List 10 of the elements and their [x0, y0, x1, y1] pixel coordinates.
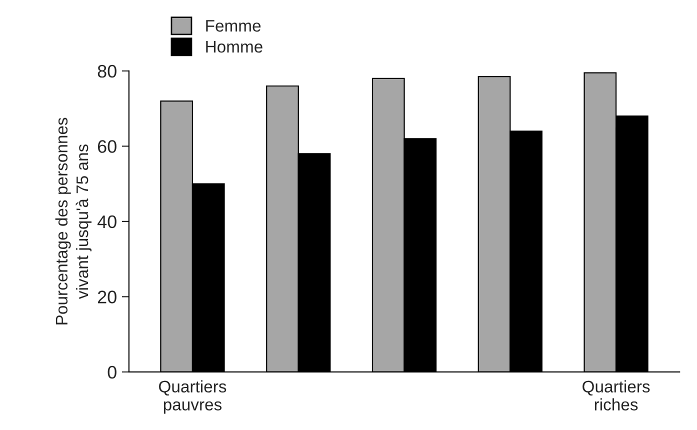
- x-tick-label: Quartiers pauvres: [159, 380, 226, 414]
- y-axis-title: Pourcentage des personnes vivant jusqu'à 75 ans: [55, 118, 92, 324]
- y-tick-label: 0: [108, 366, 116, 379]
- y-tick-label: 20: [98, 290, 116, 304]
- y-tick-label: 60: [98, 140, 116, 153]
- y-tick-label: 80: [98, 64, 116, 78]
- x-tick-label: Quartiers riches: [582, 380, 650, 410]
- legend-label: Femme: [206, 20, 261, 32]
- y-tick-label: 40: [97, 215, 116, 228]
- legend-label: Homme: [206, 41, 262, 53]
